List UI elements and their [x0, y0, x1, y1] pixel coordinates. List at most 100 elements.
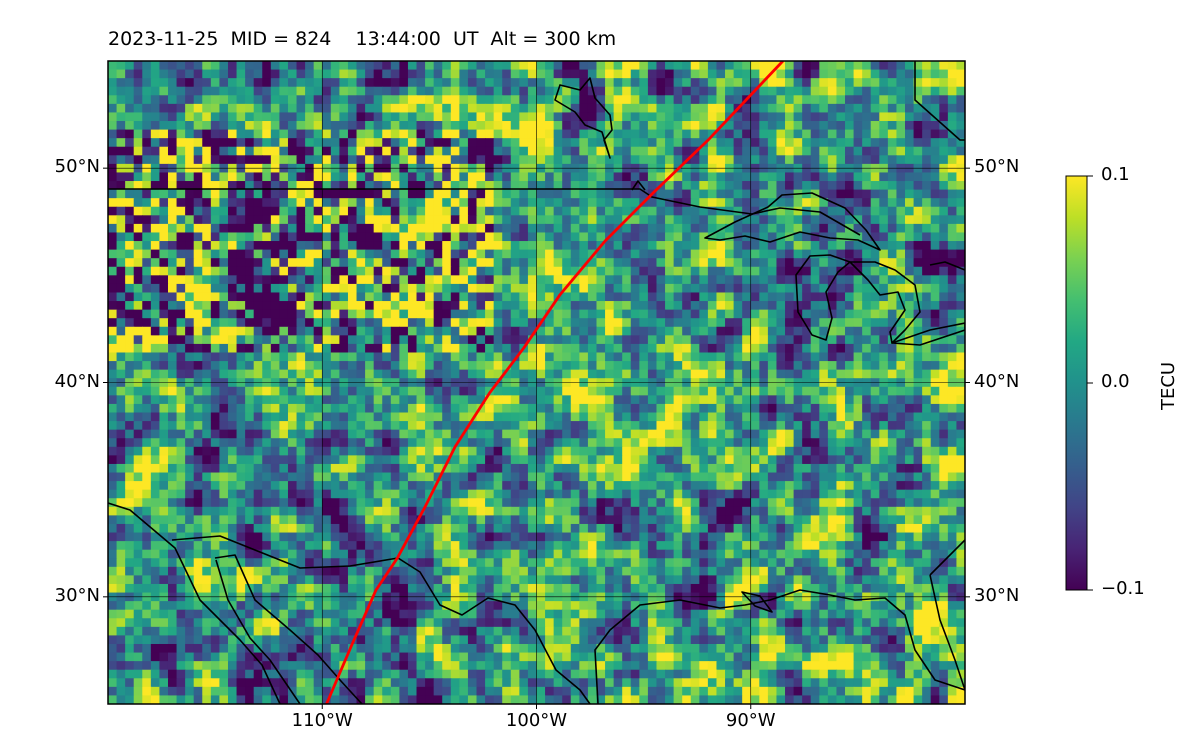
heatmap-cell: [262, 181, 272, 191]
heatmap-cell: [493, 455, 503, 465]
heatmap-cell: [810, 481, 820, 491]
heatmap-cell: [133, 403, 143, 414]
heatmap-cell: [665, 95, 675, 105]
heatmap-cell: [330, 421, 340, 431]
heatmap-cell: [879, 95, 889, 105]
heatmap-cell: [125, 78, 135, 88]
heatmap-cell: [673, 386, 683, 396]
heatmap-cell: [810, 198, 820, 208]
heatmap-cell: [673, 189, 683, 199]
heatmap-cell: [939, 146, 949, 156]
heatmap-cell: [159, 438, 169, 448]
heatmap-cell: [605, 301, 615, 311]
heatmap-cell: [947, 232, 958, 242]
heatmap-cell: [467, 69, 478, 79]
heatmap-cell: [159, 121, 169, 131]
heatmap-cell: [219, 335, 229, 345]
heatmap-cell: [785, 172, 795, 182]
heatmap-cell: [459, 343, 469, 354]
heatmap-cell: [287, 481, 298, 491]
heatmap-cell: [742, 421, 752, 431]
heatmap-cell: [219, 446, 229, 456]
heatmap-cell: [407, 223, 418, 234]
heatmap-cell: [433, 86, 443, 96]
heatmap-cell: [939, 61, 949, 71]
heatmap-cell: [502, 412, 512, 422]
heatmap-cell: [956, 352, 965, 362]
heatmap-cell: [682, 481, 692, 491]
heatmap-cell: [253, 232, 263, 242]
heatmap-cell: [245, 335, 255, 345]
heatmap-cell: [776, 463, 786, 474]
heatmap-cell: [459, 395, 469, 405]
heatmap-cell: [185, 249, 195, 259]
heatmap-cell: [845, 446, 855, 456]
heatmap-cell: [407, 275, 418, 285]
heatmap-cell: [707, 86, 718, 96]
heatmap-cell: [279, 241, 289, 251]
heatmap-cell: [879, 129, 889, 139]
heatmap-cell: [399, 326, 409, 336]
heatmap-cell: [176, 352, 186, 362]
heatmap-cell: [905, 412, 915, 422]
heatmap-cell: [219, 206, 229, 216]
heatmap-cell: [570, 343, 580, 354]
heatmap-cell: [776, 95, 786, 105]
heatmap-cell: [862, 275, 872, 285]
heatmap-cell: [227, 292, 238, 302]
heatmap-cell: [956, 292, 965, 302]
heatmap-cell: [527, 121, 538, 131]
heatmap-cell: [930, 326, 940, 336]
heatmap-cell: [870, 86, 880, 96]
heatmap-cell: [108, 241, 118, 251]
heatmap-cell: [665, 352, 675, 362]
heatmap-cell: [373, 198, 383, 208]
heatmap-cell: [493, 275, 503, 285]
heatmap-cell: [433, 275, 443, 285]
heatmap-cell: [827, 129, 838, 139]
heatmap-cell: [510, 335, 520, 345]
heatmap-cell: [810, 155, 820, 165]
heatmap-cell: [150, 155, 161, 165]
heatmap-cell: [390, 275, 400, 285]
heatmap-cell: [887, 361, 898, 371]
heatmap-cell: [759, 369, 769, 379]
heatmap-cell: [433, 155, 443, 165]
heatmap-cell: [596, 86, 606, 96]
heatmap-cell: [690, 95, 700, 105]
heatmap-cell: [519, 146, 529, 156]
heatmap-cell: [245, 121, 255, 131]
heatmap-cell: [665, 86, 675, 96]
heatmap-cell: [853, 206, 863, 216]
heatmap-cell: [356, 369, 366, 379]
heatmap-cell: [108, 258, 118, 268]
heatmap-cell: [236, 343, 246, 354]
heatmap-cell: [407, 438, 418, 448]
heatmap-cell: [759, 86, 769, 96]
heatmap-cell: [827, 181, 838, 191]
heatmap-cell: [699, 455, 709, 465]
heatmap-cell: [476, 292, 486, 302]
heatmap-cell: [305, 69, 315, 79]
heatmap-cell: [776, 215, 786, 225]
heatmap-cell: [287, 301, 298, 311]
heatmap-cell: [870, 412, 880, 422]
heatmap-cell: [750, 421, 760, 431]
heatmap-cell: [810, 455, 820, 465]
heatmap-cell: [142, 403, 152, 414]
heatmap-cell: [253, 326, 263, 336]
heatmap-cell: [896, 121, 906, 131]
heatmap-cell: [330, 258, 340, 268]
heatmap-cell: [887, 78, 898, 88]
heatmap-cell: [905, 61, 915, 71]
heatmap-cell: [785, 421, 795, 431]
heatmap-cell: [176, 61, 186, 71]
heatmap-cell: [690, 69, 700, 79]
heatmap-cell: [647, 412, 658, 422]
heatmap-cell: [639, 403, 649, 414]
heatmap-cell: [802, 146, 812, 156]
heatmap-cell: [536, 369, 546, 379]
heatmap-cell: [536, 292, 546, 302]
heatmap-cell: [159, 472, 169, 482]
heatmap-cell: [562, 309, 572, 319]
